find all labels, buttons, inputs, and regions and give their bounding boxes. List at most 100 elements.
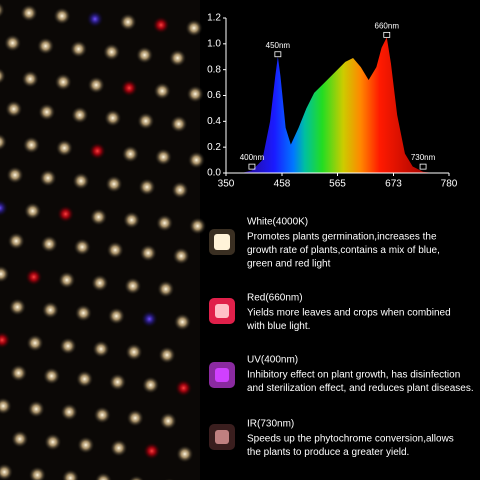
led	[8, 298, 27, 316]
led	[102, 43, 121, 61]
led	[93, 406, 112, 424]
led	[3, 34, 22, 52]
led	[54, 73, 73, 91]
led	[106, 241, 125, 259]
led	[42, 367, 61, 385]
x-tick-label: 350	[218, 179, 235, 190]
feature-text: green and red light	[247, 259, 331, 270]
led	[0, 199, 9, 217]
led	[172, 247, 191, 265]
led	[122, 211, 141, 229]
led	[103, 109, 122, 127]
y-tick-label: 1.0	[207, 38, 221, 49]
annotation-box	[383, 31, 391, 38]
led	[26, 334, 44, 352]
led	[0, 463, 14, 480]
feature-list: White(4000K) Promotes plants germination,…	[246, 217, 474, 459]
led	[22, 136, 41, 154]
led	[57, 271, 76, 289]
y-tick-label: 0.4	[207, 116, 221, 127]
led	[73, 238, 92, 256]
led	[0, 67, 7, 85]
led	[75, 370, 94, 388]
y-tick-label: 0.8	[207, 64, 221, 75]
led	[156, 280, 175, 298]
led	[186, 85, 205, 103]
white-led-chip	[214, 234, 230, 250]
led	[135, 46, 154, 64]
annotation-box	[274, 51, 282, 58]
led	[9, 364, 28, 382]
feature-title: Red(660nm)	[247, 293, 303, 304]
led	[70, 106, 89, 124]
led	[185, 19, 203, 37]
led	[136, 112, 155, 130]
feature-text: and sterilization effect, and reduces pl…	[247, 383, 474, 394]
feature-text: with blue light.	[246, 321, 310, 332]
led	[23, 202, 42, 220]
spectrum-chart: 0.0 0.2 0.4 0.6 0.8 1.0 1.2 350 458 565 673 780 400n…	[207, 13, 458, 190]
led	[153, 82, 172, 100]
y-tick-label: 0.0	[207, 168, 221, 179]
led	[28, 466, 47, 480]
led	[24, 268, 43, 286]
annotation-label: 400nm	[240, 153, 265, 162]
led	[21, 70, 40, 88]
led	[72, 172, 90, 190]
led	[120, 79, 139, 97]
feature-text: Inhibitory effect on plant growth, has d…	[247, 370, 460, 381]
feature-title: UV(400nm)	[247, 355, 298, 366]
led	[175, 445, 194, 463]
led	[152, 16, 170, 34]
led	[90, 274, 109, 292]
y-tick-label: 0.6	[207, 90, 221, 101]
led	[107, 307, 126, 325]
led	[0, 331, 11, 349]
feature-text: Promotes plants germination,increases th…	[247, 232, 437, 243]
annotation-label: 730nm	[411, 153, 436, 162]
y-tick-label: 0.2	[207, 142, 221, 153]
led	[36, 37, 55, 55]
led	[76, 436, 95, 454]
x-tick-label: 458	[274, 179, 291, 190]
led	[142, 442, 161, 460]
led	[108, 373, 127, 391]
led	[188, 217, 207, 235]
led	[128, 475, 145, 480]
y-tick-label: 1.2	[207, 13, 221, 24]
feature-title: IR(730nm)	[247, 419, 294, 430]
led	[20, 4, 38, 22]
feature-text: Speeds up the phytochrome conversion,all…	[247, 434, 454, 445]
led	[86, 10, 104, 28]
led	[4, 100, 23, 118]
led	[40, 235, 59, 253]
led	[187, 151, 206, 169]
feature-title: White(4000K)	[247, 217, 308, 228]
annotation-box	[248, 163, 256, 170]
led	[41, 301, 60, 319]
led	[56, 205, 75, 223]
led	[0, 1, 5, 19]
led	[0, 397, 13, 415]
led	[0, 133, 8, 151]
led	[141, 376, 160, 394]
uv-led-chip	[215, 368, 229, 382]
led	[105, 175, 123, 193]
led	[158, 346, 176, 364]
led	[61, 469, 80, 480]
red-led-chip	[215, 304, 229, 318]
led	[168, 49, 187, 67]
led	[169, 115, 188, 133]
feature-text: Yields more leaves and crops when combin…	[247, 308, 451, 319]
led	[92, 340, 110, 358]
led	[59, 337, 77, 355]
x-tick-label: 565	[329, 179, 346, 190]
led	[55, 139, 74, 157]
led	[10, 430, 29, 448]
led	[89, 208, 108, 226]
led	[121, 145, 140, 163]
led	[27, 400, 46, 418]
led	[60, 403, 79, 421]
